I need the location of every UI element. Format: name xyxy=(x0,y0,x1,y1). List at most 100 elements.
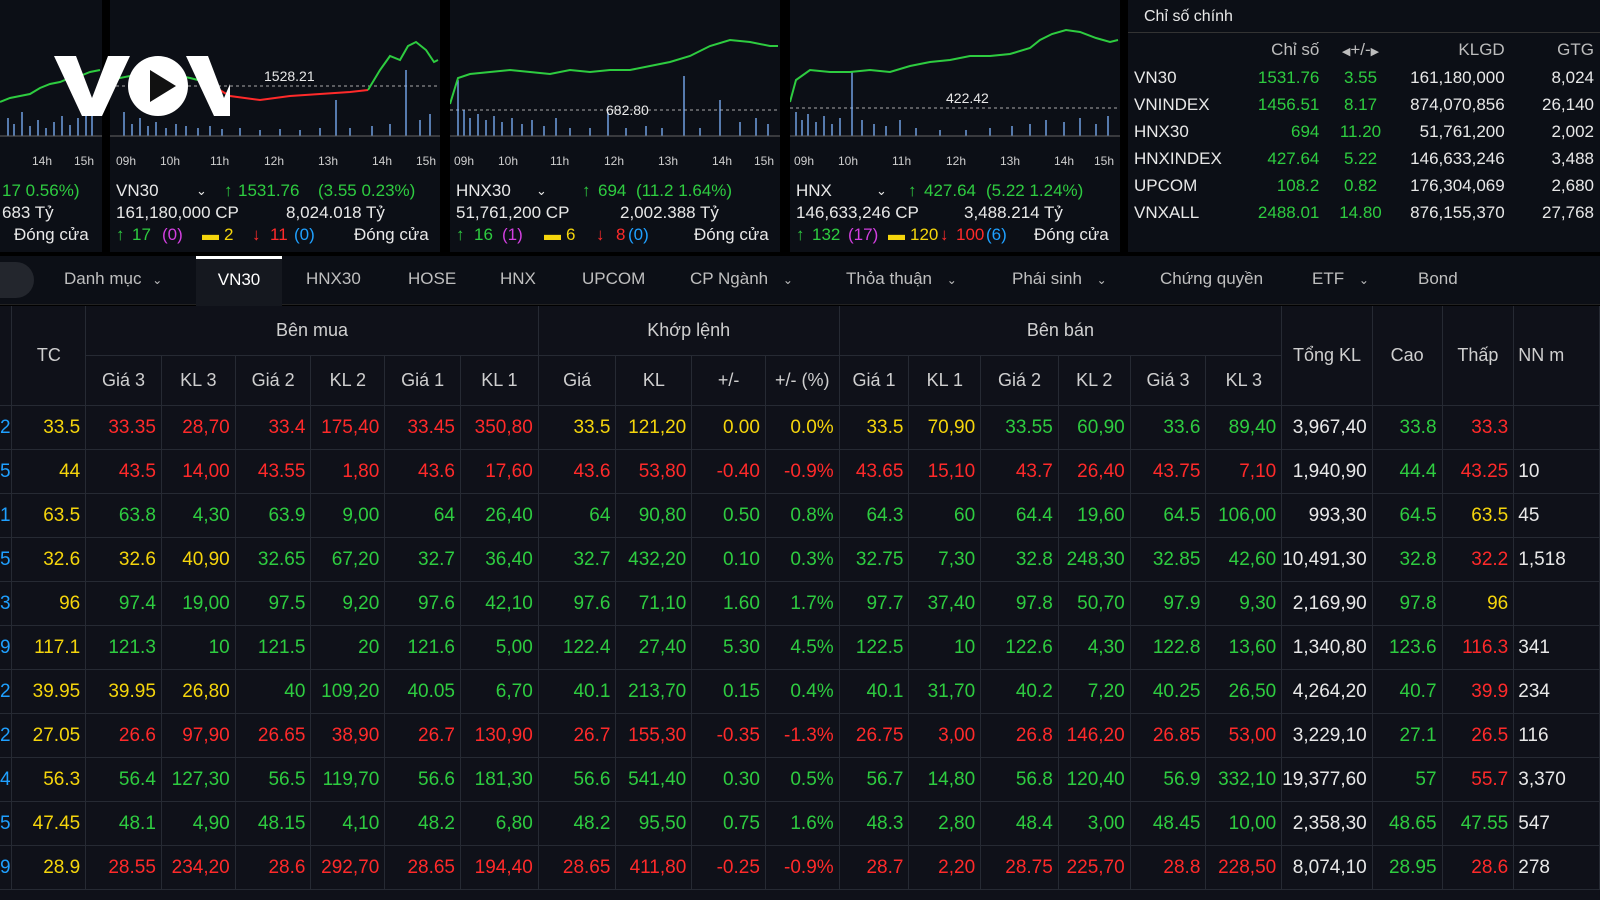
ref-price-cell: 32.6 xyxy=(11,537,87,582)
index-panel-partial[interactable]: 14h 15h 17 0.56%) 683 Tỷ Đóng cửa xyxy=(0,0,102,252)
tab-hnx[interactable]: HNX xyxy=(500,256,536,304)
table-row[interactable]: 2 33.5 33.35 28,70 33.4 175,40 33.45 350,80 33.5… xyxy=(0,405,1600,450)
price-cell: 32.75 xyxy=(839,537,910,582)
index-row-volume: 51,761,200 xyxy=(1419,121,1505,141)
foreign-cell: 45 xyxy=(1513,493,1600,538)
arrow-down-icon: ↓ xyxy=(940,225,949,244)
index-row[interactable]: HNX30 694 11.20 51,761,200 2,002 xyxy=(1128,118,1600,145)
price-cell: 43.75 xyxy=(1130,449,1207,494)
price-cell: 0.50 xyxy=(691,493,766,538)
price-cell: 43.6 xyxy=(384,449,461,494)
price-cell: 14,80 xyxy=(908,757,982,802)
menu-toggle-button[interactable] xyxy=(0,262,34,298)
index-row[interactable]: VNINDEX 1456.51 8.17 874,070,856 26,140 xyxy=(1128,91,1600,118)
table-row[interactable]: 5 44 43.5 14,00 43.55 1,80 43.6 17,60 43.6 53,80-… xyxy=(0,449,1600,494)
index-row-trading-value: 26,140 xyxy=(1542,94,1594,114)
table-row[interactable]: 2 27.05 26.6 97,90 26.65 38,90 26.7 130,90 26.7 1… xyxy=(0,713,1600,758)
price-cell: 40,90 xyxy=(161,537,236,582)
price-cell: 228,50 xyxy=(1205,845,1283,890)
vn30-intraday-chart xyxy=(110,40,440,137)
price-cell: 10 xyxy=(908,625,982,670)
index-panel-vn30[interactable]: 1528.21 09h 10h 11h 12h 13h 14h 15h VN30… xyxy=(110,0,440,252)
price-cell: 146,20 xyxy=(1058,713,1131,758)
row-edge-cell: 3 xyxy=(0,581,13,626)
tab-vn30[interactable]: VN30 xyxy=(196,256,282,307)
chevron-down-icon[interactable]: ⌄ xyxy=(876,183,887,198)
time-tick: 13h xyxy=(658,154,679,168)
table-row[interactable]: 4 56.3 56.4 127,30 56.5 119,70 56.6 181,30 56.6 5… xyxy=(0,757,1600,802)
chevron-down-icon[interactable]: ⌄ xyxy=(536,183,547,198)
col-tc: TC xyxy=(11,306,87,406)
market-status: Đóng cửa xyxy=(1034,225,1109,244)
index-volume: 161,180,000 CP xyxy=(116,203,239,222)
price-cell: 40 xyxy=(235,669,312,714)
index-panel-hnx[interactable]: 422.42 09h 10h 11h 12h 13h 14h 15h HNX ⌄… xyxy=(790,0,1120,252)
price-cell: 122.4 xyxy=(538,625,617,670)
price-cell: 48.4 xyxy=(980,801,1059,846)
table-row[interactable]: 2 39.95 39.95 26,80 40 109,20 40.05 6,70 40.1 213… xyxy=(0,669,1600,714)
price-cell: 33.5 xyxy=(538,405,617,450)
table-row[interactable]: 9 28.9 28.55 234,20 28.6 292,70 28.65 194,40 28.… xyxy=(0,845,1600,890)
price-cell: 56.8 xyxy=(980,757,1059,802)
market-status: Đóng cửa xyxy=(14,225,89,244)
tab-hnx30[interactable]: HNX30 xyxy=(306,256,361,304)
price-cell: 4,90 xyxy=(161,801,236,846)
tab-hose[interactable]: HOSE xyxy=(408,256,456,304)
tab-etf[interactable]: ETF ⌄ xyxy=(1312,256,1369,304)
high-price-cell: 123.6 xyxy=(1372,625,1443,670)
price-cell: 175,40 xyxy=(310,405,386,450)
price-cell: 225,70 xyxy=(1058,845,1131,890)
tab-chung-quyen[interactable]: Chứng quyền xyxy=(1160,256,1263,304)
table-row[interactable]: 1 63.5 63.8 4,30 63.9 9,00 64 26,40 64 90,80 0.50 0… xyxy=(0,493,1600,538)
index-panel-hnx30[interactable]: 682.80 09h 10h 11h 12h 13h 14h 15h HNX30… xyxy=(450,0,780,252)
price-cell: 26.65 xyxy=(235,713,312,758)
index-row-value: 1531.76 xyxy=(1257,67,1320,87)
price-cell: 248,30 xyxy=(1058,537,1131,582)
unchanged-icon: ▬ xyxy=(544,225,561,244)
price-cell: -0.9% xyxy=(765,845,840,890)
table-row[interactable]: 5 32.6 32.6 40,90 32.65 67,20 32.7 36,40 32.7 432… xyxy=(0,537,1600,582)
tab-label: HNX30 xyxy=(306,269,361,288)
tab-phai-sinh[interactable]: Phái sinh ⌄ xyxy=(1012,256,1107,304)
time-tick: 10h xyxy=(498,154,519,168)
col-high: Cao xyxy=(1372,306,1443,406)
index-row[interactable]: HNXINDEX 427.64 5.22 146,633,246 3,488 xyxy=(1128,145,1600,172)
price-cell: 43.5 xyxy=(85,449,162,494)
tab-cp-nganh[interactable]: CP Ngành ⌄ xyxy=(690,256,793,304)
price-cell: 26,50 xyxy=(1205,669,1283,714)
price-cell: 97.4 xyxy=(85,581,162,626)
col-change-label: +/- xyxy=(1350,40,1371,59)
hnx-intraday-chart xyxy=(790,28,1120,137)
price-cell: 122.6 xyxy=(980,625,1059,670)
col-change[interactable]: ◀+/-▶ xyxy=(1325,36,1395,64)
price-cell: 15,10 xyxy=(908,449,982,494)
price-cell: 97.9 xyxy=(1130,581,1207,626)
price-cell: 3,00 xyxy=(1058,801,1131,846)
index-row[interactable]: VNXALL 2488.01 14.80 876,155,370 27,768 xyxy=(1128,199,1600,226)
price-cell: 19,60 xyxy=(1058,493,1131,538)
price-cell: 3,00 xyxy=(908,713,982,758)
index-row-change: 8.17 xyxy=(1343,94,1378,114)
col-index-value: Chỉ số xyxy=(1271,40,1320,59)
price-cell: 0.0% xyxy=(765,405,840,450)
chevron-down-icon[interactable]: ⌄ xyxy=(196,183,207,198)
index-row[interactable]: VN30 1531.76 3.55 161,180,000 8,024 xyxy=(1128,64,1600,91)
price-cell: 89,40 xyxy=(1205,405,1283,450)
index-row[interactable]: UPCOM 108.2 0.82 176,304,069 2,680 xyxy=(1128,172,1600,199)
tab-bond[interactable]: Bond xyxy=(1418,256,1458,304)
price-cell: 0.15 xyxy=(691,669,766,714)
tab-upcom[interactable]: UPCOM xyxy=(582,256,645,304)
low-price-cell: 33.3 xyxy=(1442,405,1515,450)
table-row[interactable]: 3 96 97.4 19,00 97.5 9,20 97.6 42,10 97.6 71,10 1.… xyxy=(0,581,1600,626)
total-volume-cell: 2,169,90 xyxy=(1281,581,1373,626)
price-cell: 155,30 xyxy=(615,713,693,758)
table-row[interactable]: 9 117.1 121.3 10 121.5 20 121.6 5,00 122.4 27,40 5… xyxy=(0,625,1600,670)
tab-thoa-thuan[interactable]: Thỏa thuận ⌄ xyxy=(846,256,957,304)
price-cell: 32.8 xyxy=(980,537,1059,582)
price-cell: 32.6 xyxy=(85,537,162,582)
ref-price-cell: 39.95 xyxy=(11,669,87,714)
col-foreign: NN m xyxy=(1513,306,1600,406)
tab-danh-muc[interactable]: Danh mục ⌄ xyxy=(64,256,162,304)
price-cell: 28.65 xyxy=(384,845,461,890)
table-row[interactable]: 5 47.45 48.1 4,90 48.15 4,10 48.2 6,80 48.2 95,50… xyxy=(0,801,1600,846)
